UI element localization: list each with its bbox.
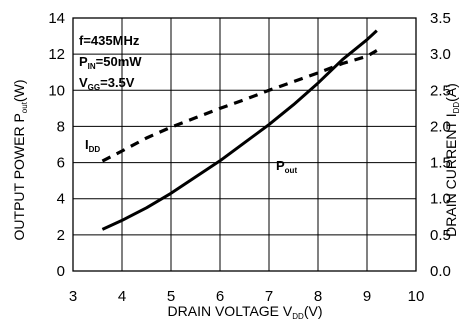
tick-labels: 3 4 5 6 7 8 9 10 0 2 4 6 8 10 12 14 0.0 0.5 1.0 1.5 2.0 2.5 3.… bbox=[48, 10, 451, 305]
conditions-annotation: f=435MHz PIN=50mW VGG=3.5V bbox=[79, 33, 142, 92]
series-line-idd bbox=[101, 49, 378, 163]
x-tick-label: 5 bbox=[167, 288, 175, 305]
y-left-tick-label: 4 bbox=[57, 191, 65, 208]
series-line-pout bbox=[101, 29, 378, 231]
plot-area-frame bbox=[72, 17, 417, 272]
condition-frequency: f=435MHz bbox=[79, 33, 140, 48]
y-axis-left-title: OUTPUT POWER Pout(W) bbox=[11, 80, 29, 241]
y-left-tick-label: 14 bbox=[48, 10, 65, 27]
y-left-tick-label: 2 bbox=[57, 227, 65, 244]
y-right-tick-label: 3.0 bbox=[430, 46, 451, 63]
y-right-tick-label: 1.5 bbox=[430, 155, 451, 172]
x-axis-title: DRAIN VOLTAGE VDD(V) bbox=[168, 303, 323, 321]
x-tick-label: 3 bbox=[69, 288, 77, 305]
series-layer bbox=[101, 29, 378, 231]
y-axis-right-title: DRAIN CURRENT IDD(A) bbox=[443, 83, 461, 237]
x-tick-label: 9 bbox=[363, 288, 371, 305]
y-left-tick-label: 8 bbox=[57, 118, 65, 135]
y-left-tick-label: 10 bbox=[48, 82, 65, 99]
y-right-tick-label: 2.5 bbox=[430, 82, 451, 99]
y-left-tick-label: 0 bbox=[57, 263, 65, 280]
y-right-tick-label: 2.0 bbox=[430, 118, 451, 135]
series-label-pout: Pout bbox=[276, 158, 297, 175]
x-tick-label: 10 bbox=[408, 288, 425, 305]
y-right-tick-label: 1.0 bbox=[430, 191, 451, 208]
condition-input-power: PIN=50mW bbox=[79, 54, 142, 71]
y-right-tick-label: 0.0 bbox=[430, 263, 451, 280]
x-tick-label: 7 bbox=[265, 288, 273, 305]
grid-lines bbox=[73, 18, 416, 271]
y-left-tick-label: 12 bbox=[48, 46, 65, 63]
x-tick-label: 4 bbox=[118, 288, 126, 305]
condition-gate-voltage: VGG=3.5V bbox=[79, 75, 135, 92]
y-left-tick-label: 6 bbox=[57, 155, 65, 172]
x-tick-label: 8 bbox=[314, 288, 322, 305]
y-right-tick-label: 3.5 bbox=[430, 10, 451, 27]
series-label-idd: IDD bbox=[85, 137, 100, 154]
x-tick-label: 6 bbox=[216, 288, 224, 305]
y-right-tick-label: 0.5 bbox=[430, 227, 451, 244]
